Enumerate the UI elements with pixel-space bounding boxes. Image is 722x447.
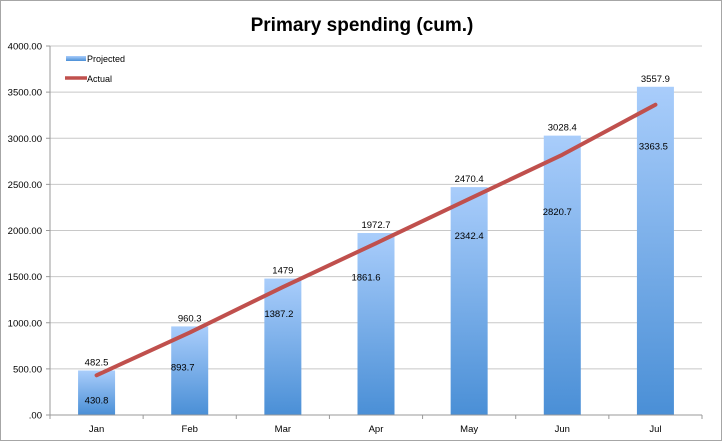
- legend-projected-swatch: [66, 56, 86, 61]
- y-tick-label: .00: [29, 411, 42, 422]
- x-tick-label: Mar: [275, 424, 291, 435]
- bar-value-label: 960.3: [178, 313, 202, 324]
- x-tick-label: Jul: [649, 424, 661, 435]
- bar-projected: [357, 233, 395, 415]
- bar-projected: [78, 370, 116, 415]
- bar-value-label: 2470.4: [455, 174, 484, 185]
- bar-value-label: 3028.4: [548, 123, 577, 134]
- bar-value-label: 1972.7: [361, 220, 390, 231]
- x-tick-label: Jun: [555, 424, 570, 435]
- line-value-label: 1861.6: [351, 272, 380, 283]
- y-tick-label: 1500.00: [8, 272, 42, 283]
- bar-projected: [543, 135, 581, 415]
- actual-series-line: [94, 102, 658, 378]
- bar-projected: [636, 86, 674, 415]
- bar-projected: [450, 187, 488, 415]
- legend-projected-label: Projected: [87, 54, 125, 64]
- x-tick-label: Apr: [369, 424, 384, 435]
- y-tick-label: 3000.00: [8, 134, 42, 145]
- bar-value-label: 3557.9: [641, 74, 670, 85]
- y-tick-label: 2000.00: [8, 226, 42, 237]
- bar-projected: [264, 278, 302, 415]
- bar-value-label: 1479: [272, 266, 293, 277]
- legend-actual-label: Actual: [87, 74, 112, 84]
- x-axis: Jan Feb Mar Apr May Jun Jul: [49, 414, 703, 435]
- y-axis: .00 500.00 1000.00 1500.00 2000.00 2500.00 300…: [8, 42, 51, 422]
- bar-value-label: 482.5: [85, 357, 109, 368]
- actual-line: 430.8 893.7 1387.2 1861.6 2342.4 2820.7 3363.5: [85, 102, 668, 406]
- line-value-label: 2820.7: [543, 207, 572, 218]
- x-tick-label: May: [460, 424, 478, 435]
- y-tick-label: 3500.00: [8, 88, 42, 99]
- line-value-label: 2342.4: [455, 231, 484, 242]
- bar-projected: [171, 326, 209, 415]
- y-tick-label: 500.00: [13, 364, 42, 375]
- y-tick-label: 4000.00: [8, 42, 42, 53]
- x-tick-label: Feb: [182, 424, 198, 435]
- line-value-label: 893.7: [171, 363, 195, 374]
- line-value-label: 1387.2: [264, 309, 293, 320]
- line-value-label: 3363.5: [639, 142, 668, 153]
- projected-bars: 482.5 960.3 1479 1972.7 2470.4 3028.4 3557.9: [78, 74, 674, 415]
- y-tick-label: 2500.00: [8, 180, 42, 191]
- line-value-label: 430.8: [85, 395, 109, 406]
- y-tick-label: 1000.00: [8, 318, 42, 329]
- x-tick-label: Jan: [89, 424, 104, 435]
- chart-title: Primary spending (cum.): [251, 15, 474, 36]
- legend: Projected Actual: [65, 54, 125, 84]
